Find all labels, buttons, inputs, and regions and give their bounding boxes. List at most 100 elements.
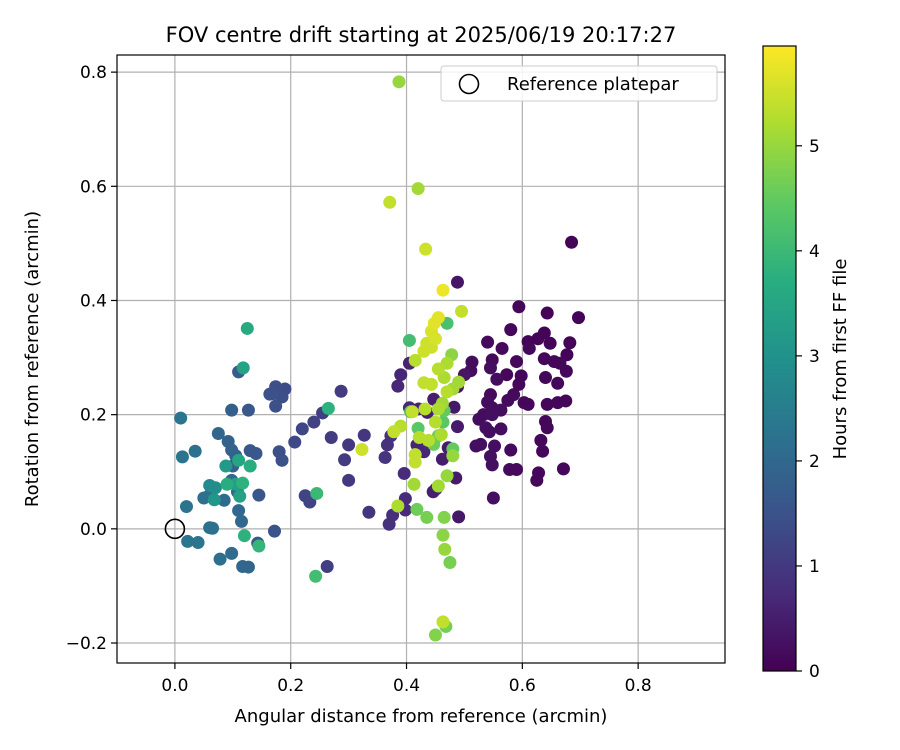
data-point xyxy=(241,403,255,417)
data-point xyxy=(307,415,321,429)
data-point xyxy=(275,453,289,467)
data-point xyxy=(510,462,524,476)
y-axis-label: Rotation from reference (arcmin) xyxy=(22,211,43,507)
data-point xyxy=(547,355,561,369)
data-point xyxy=(436,283,450,297)
data-point xyxy=(411,182,425,196)
colorbar-tick-label: 5 xyxy=(809,137,820,157)
data-point xyxy=(436,528,450,542)
data-point xyxy=(391,379,405,393)
data-point xyxy=(233,489,247,503)
data-point xyxy=(225,403,239,417)
data-point xyxy=(455,304,469,318)
data-point xyxy=(338,453,352,467)
legend-open-circle-icon xyxy=(458,73,480,95)
data-point xyxy=(320,560,334,574)
data-point xyxy=(501,393,515,407)
data-point xyxy=(408,353,422,367)
data-point xyxy=(241,560,255,574)
data-point xyxy=(485,458,499,472)
data-point xyxy=(357,428,371,442)
data-point xyxy=(482,425,496,439)
data-point xyxy=(234,514,248,528)
data-point xyxy=(488,439,502,453)
data-point xyxy=(486,491,500,505)
data-point xyxy=(563,336,577,350)
data-point xyxy=(543,336,557,350)
data-point xyxy=(220,477,234,491)
data-point xyxy=(559,364,573,378)
colorbar-tick-label: 2 xyxy=(809,452,820,472)
y-tick-label: 0.6 xyxy=(80,177,107,197)
y-tick-label: 0.8 xyxy=(80,63,107,83)
data-point xyxy=(434,428,448,442)
data-point xyxy=(417,344,431,358)
data-point xyxy=(450,420,464,434)
data-point xyxy=(309,569,323,583)
data-point xyxy=(436,615,450,629)
data-point xyxy=(418,402,432,416)
data-point xyxy=(342,438,356,452)
data-point xyxy=(397,466,411,480)
data-point xyxy=(534,433,548,447)
data-point xyxy=(288,435,302,449)
data-point xyxy=(179,500,193,514)
data-point xyxy=(378,450,392,464)
data-point xyxy=(435,452,449,466)
data-point xyxy=(538,371,552,385)
data-point xyxy=(391,499,405,513)
data-point xyxy=(440,469,454,483)
data-point xyxy=(206,521,220,535)
legend-box xyxy=(440,65,718,102)
data-points xyxy=(174,75,586,642)
data-point xyxy=(232,504,246,518)
data-point xyxy=(211,427,225,441)
data-point xyxy=(232,453,246,467)
data-point xyxy=(440,385,454,399)
data-point xyxy=(355,442,369,456)
data-point xyxy=(483,361,497,375)
x-tick-label: 0.0 xyxy=(161,676,188,696)
data-point xyxy=(324,430,338,444)
chart-title: FOV centre drift starting at 2025/06/19 … xyxy=(166,23,677,47)
data-point xyxy=(207,493,221,507)
data-point xyxy=(321,401,335,415)
data-point xyxy=(394,368,408,382)
data-point xyxy=(422,433,436,447)
data-point xyxy=(540,421,554,435)
x-tick-label: 0.4 xyxy=(393,676,420,696)
data-point xyxy=(537,352,551,366)
data-point xyxy=(447,400,461,414)
data-point xyxy=(236,361,250,375)
data-point xyxy=(217,493,231,507)
data-point xyxy=(240,321,254,335)
data-point xyxy=(540,397,554,411)
data-point xyxy=(551,376,565,390)
data-point xyxy=(428,415,442,429)
data-point xyxy=(252,488,266,502)
data-point xyxy=(236,476,250,490)
data-point xyxy=(537,326,551,340)
data-point xyxy=(427,316,441,330)
data-point xyxy=(295,422,309,436)
data-point xyxy=(424,377,438,391)
data-point xyxy=(474,437,488,451)
data-point xyxy=(249,446,263,460)
x-axis-label: Angular distance from reference (arcmin) xyxy=(235,706,608,727)
data-point xyxy=(521,397,535,411)
colorbar-label: Hours from first FF file xyxy=(830,259,851,460)
data-point xyxy=(310,486,324,500)
data-point xyxy=(494,422,508,436)
data-point xyxy=(387,425,401,439)
data-point xyxy=(208,481,222,495)
data-point xyxy=(225,546,239,560)
data-point xyxy=(174,411,188,425)
data-point xyxy=(392,75,406,89)
colorbar-tick-label: 3 xyxy=(809,347,820,367)
data-point xyxy=(572,311,586,325)
legend-entry-label: Reference platepar xyxy=(507,74,679,95)
data-point xyxy=(188,444,202,458)
data-point xyxy=(237,529,251,543)
data-point xyxy=(452,510,466,524)
